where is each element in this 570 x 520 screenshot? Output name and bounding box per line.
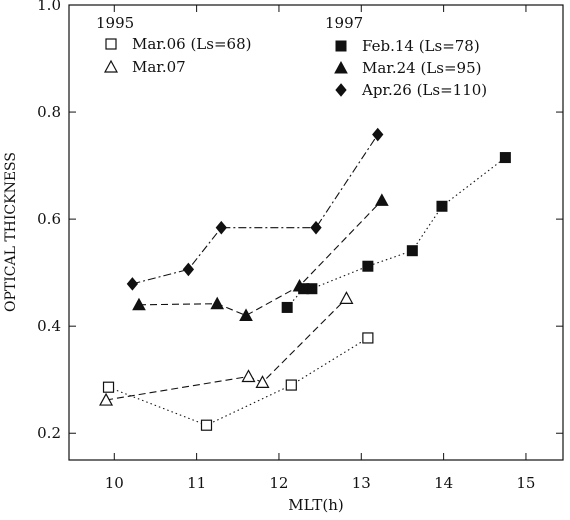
- data-point: [126, 277, 139, 291]
- data-point: [406, 245, 418, 257]
- data-point: [182, 262, 195, 277]
- series-line: [132, 134, 379, 285]
- series-line: [106, 297, 347, 401]
- y-axis-label: OPTICAL THICKNESS: [3, 152, 19, 312]
- legend-entry-label: Mar.24 (Ls=95): [362, 59, 481, 77]
- plot-frame: [68, 4, 564, 461]
- series-line: [138, 200, 383, 317]
- x-tick-label: 14: [434, 474, 453, 492]
- data-point: [132, 297, 146, 311]
- x-tick-label: 13: [352, 474, 371, 492]
- x-tick-label: 15: [516, 474, 535, 492]
- legend-marker: [335, 83, 347, 97]
- y-tick-label: 0.4: [37, 317, 61, 335]
- data-point: [375, 193, 389, 206]
- y-tick-label: 1.0: [37, 0, 61, 14]
- legend-entry-label: Feb.14 (Ls=78): [362, 37, 480, 55]
- y-tick-label: 0.2: [37, 424, 61, 442]
- legend-entry-label: Mar.07: [132, 58, 186, 76]
- legend-marker: [103, 59, 119, 73]
- data-point: [362, 260, 374, 272]
- data-point: [285, 379, 297, 391]
- x-axis-label: MLT(h): [288, 496, 343, 514]
- x-tick-label: 11: [187, 474, 206, 492]
- data-point: [241, 369, 256, 383]
- series-line: [286, 157, 506, 308]
- data-point: [339, 291, 354, 304]
- legend-group-1997: 1997: [325, 14, 363, 32]
- legend-group-1995: 1995: [96, 14, 134, 32]
- data-point: [292, 278, 307, 292]
- series-1: [99, 291, 354, 406]
- data-point: [255, 375, 270, 388]
- data-point: [372, 127, 384, 142]
- data-point: [102, 381, 115, 393]
- data-point: [281, 301, 293, 313]
- x-tick-label: 10: [105, 474, 124, 492]
- y-tick-label: 0.6: [37, 210, 61, 228]
- data-point: [200, 419, 213, 431]
- data-point: [210, 296, 225, 310]
- data-point: [99, 392, 114, 406]
- data-point: [499, 152, 511, 164]
- legend: 1995 1997 Mar.06 (Ls=68) Mar.07 Feb.14 (Ls…: [96, 14, 487, 99]
- data-point: [436, 200, 448, 212]
- y-tick-label: 0.8: [37, 103, 61, 121]
- data-point: [239, 308, 253, 321]
- data-point: [215, 220, 227, 235]
- series-4: [126, 127, 384, 291]
- legend-entry-label: Mar.06 (Ls=68): [132, 35, 251, 53]
- series-layer: [99, 127, 511, 431]
- series-line: [108, 337, 369, 426]
- axis-ticks: 10 11 12 13 14 15 0.2 0.4 0.6 0.8 1.0: [37, 0, 563, 492]
- data-point: [362, 332, 374, 344]
- legend-entry-label: Apr.26 (Ls=110): [361, 81, 487, 99]
- series-0: [102, 332, 374, 431]
- legend-marker: [105, 38, 117, 50]
- x-tick-label: 12: [269, 474, 288, 492]
- legend-marker: [335, 40, 347, 52]
- data-point: [306, 283, 318, 295]
- legend-marker: [334, 60, 348, 74]
- data-point: [310, 220, 322, 235]
- series-3: [132, 193, 389, 321]
